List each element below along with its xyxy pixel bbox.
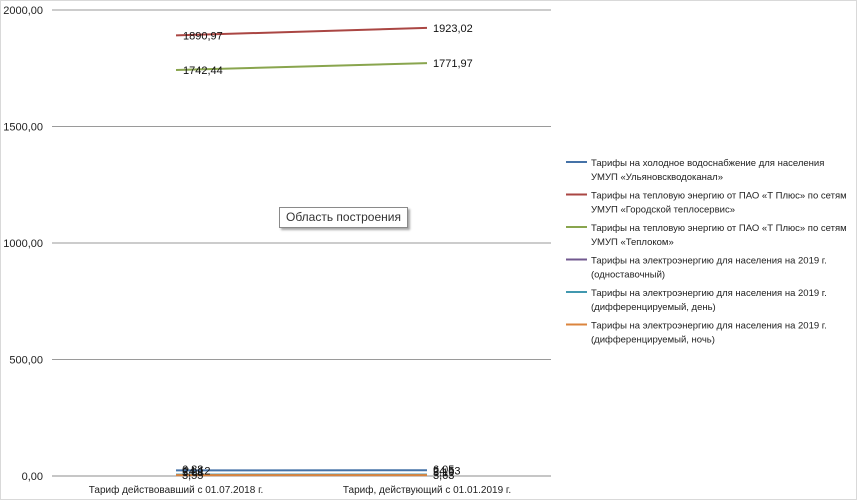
data-label: 6,05 [433, 464, 454, 476]
legend-label: Тарифы на тепловую энергию от ПАО «Т Плю… [591, 223, 847, 234]
legend-item: Тарифы на тепловую энергию от ПАО «Т Плю… [566, 191, 847, 216]
x-tick-label: Тариф действовавший с 01.07.2018 г. [89, 484, 264, 496]
legend-label: Тарифы на холодное водоснабжение для нас… [591, 158, 824, 169]
x-axis-tick-labels: Тариф действовавший с 01.07.2018 г. Тариф… [89, 484, 511, 496]
legend-label: УМУП «Ульяновскводоканал» [591, 172, 723, 183]
x-tick-label: Тариф, действующий с 01.01.2019 г. [343, 484, 511, 496]
data-label: 5,19 [433, 467, 454, 479]
legend-item: Тарифы на холодное водоснабжение для нас… [566, 158, 824, 183]
legend-label: Тарифы на электроэнергию для населения н… [591, 256, 827, 267]
data-label: 6,88 [182, 464, 203, 476]
data-label: 1923,02 [433, 23, 473, 35]
data-label: 1742,44 [183, 65, 223, 77]
y-axis-tick-labels: 0,00 500,00 1000,00 1500,00 2000,00 [3, 5, 43, 483]
data-label: 5,08 [182, 467, 203, 479]
y-tick-label: 500,00 [9, 355, 43, 367]
gridlines [52, 9, 551, 477]
y-tick-label: 1000,00 [3, 238, 43, 250]
data-label: 3,63 [433, 470, 454, 482]
legend-item: Тарифы на тепловую энергию от ПАО «Т Плю… [566, 223, 847, 248]
legend-label: (одноставочный) [591, 270, 665, 281]
legend-label: Тарифы на электроэнергию для населения н… [591, 321, 827, 332]
y-tick-label: 0,00 [22, 471, 43, 483]
data-labels: 24,12 24,53 1890,97 1923,02 1742,44 1771,97 6,… [182, 23, 473, 482]
series-lines [175, 26, 428, 477]
data-label: 24,53 [433, 465, 461, 477]
y-tick-label: 1500,00 [3, 122, 43, 134]
legend-label: УМУП «Городской теплосервис» [591, 205, 735, 216]
legend-label: Тарифы на электроэнергию для населения н… [591, 288, 827, 299]
y-tick-label: 2000,00 [3, 5, 43, 17]
data-label: 3,55 [182, 470, 203, 482]
series-line [175, 26, 428, 37]
legend-item: Тарифы на электроэнергию для населения н… [566, 288, 827, 313]
series-line [175, 62, 428, 72]
plot-area-tooltip: Область построения [279, 207, 408, 228]
legend: Тарифы на холодное водоснабжение для нас… [566, 158, 847, 346]
legend-item: Тарифы на электроэнергию для населения н… [566, 321, 827, 346]
legend-item: Тарифы на электроэнергию для населения н… [566, 256, 827, 281]
legend-label: (дифференцируемый, день) [591, 302, 716, 313]
data-label: 1890,97 [183, 30, 223, 42]
data-label: 1771,97 [433, 58, 473, 70]
legend-label: УМУП «Теплоком» [591, 237, 674, 248]
data-label: 24,12 [183, 465, 211, 477]
legend-label: (дифференцируемый, ночь) [591, 335, 715, 346]
legend-label: Тарифы на тепловую энергию от ПАО «Т Плю… [591, 191, 847, 202]
